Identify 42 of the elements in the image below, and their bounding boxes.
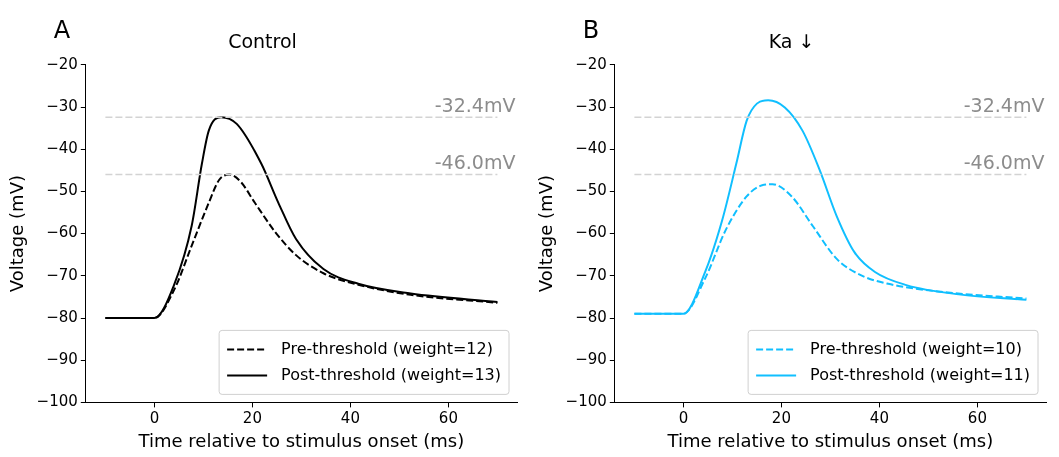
x-tick-label: 0 xyxy=(149,409,160,428)
text: B xyxy=(582,15,600,44)
y-tick-label: −50 xyxy=(46,181,78,200)
y-tick-label: −20 xyxy=(575,54,607,73)
legend-label: Pre-threshold (weight=12) xyxy=(281,338,493,358)
y-axis-title: Voltage (mV) xyxy=(6,175,28,293)
y-tick-label: −70 xyxy=(575,265,607,284)
x-tick-label: 60 xyxy=(438,409,458,428)
legend-label: Post-threshold (weight=11) xyxy=(810,364,1031,384)
text: A xyxy=(53,15,71,44)
x-tick-label: 60 xyxy=(967,409,987,428)
y-tick-label: −90 xyxy=(46,350,78,369)
x-tick-label: 40 xyxy=(340,409,360,428)
y-tick-label: −100 xyxy=(565,392,607,411)
y-tick-label: −40 xyxy=(575,139,607,158)
y-tick-label: −80 xyxy=(46,307,78,326)
y-tick-label: −30 xyxy=(46,96,78,115)
x-tick-label: 20 xyxy=(771,409,791,428)
y-tick-label: −30 xyxy=(575,96,607,115)
ref-line-label: -46.0mV xyxy=(963,150,1045,173)
y-tick-label: −60 xyxy=(575,223,607,242)
y-tick-label: −100 xyxy=(36,392,78,411)
ref-line-label: -46.0mV xyxy=(434,150,516,173)
y-tick-label: −20 xyxy=(46,54,78,73)
legend-label: Post-threshold (weight=13) xyxy=(281,364,502,384)
x-tick-label: 20 xyxy=(242,409,262,428)
chart-title: Control xyxy=(228,30,297,53)
y-tick-label: −60 xyxy=(46,223,78,242)
x-axis-title: Time relative to stimulus onset (ms) xyxy=(137,429,465,451)
ref-line-label: -32.4mV xyxy=(963,93,1045,116)
y-tick-label: −90 xyxy=(575,350,607,369)
y-tick-label: −40 xyxy=(46,139,78,158)
legend-label: Pre-threshold (weight=10) xyxy=(810,338,1022,358)
y-tick-label: −50 xyxy=(575,181,607,200)
x-tick-label: 40 xyxy=(869,409,889,428)
y-tick-label: −80 xyxy=(575,307,607,326)
y-axis-title: Voltage (mV) xyxy=(535,175,557,293)
chart-title: Ka ↓ xyxy=(768,30,815,53)
y-tick-label: −70 xyxy=(46,265,78,284)
ref-line-label: -32.4mV xyxy=(434,93,516,116)
x-tick-label: 0 xyxy=(678,409,689,428)
x-axis-title: Time relative to stimulus onset (ms) xyxy=(666,429,994,451)
